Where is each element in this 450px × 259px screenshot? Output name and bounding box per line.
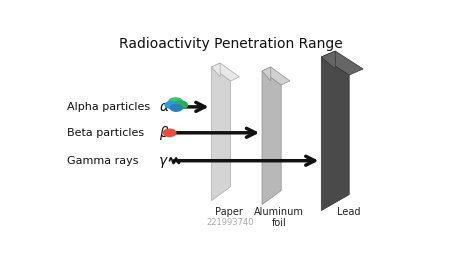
Text: Alpha particles: Alpha particles — [67, 102, 150, 112]
Polygon shape — [262, 67, 271, 81]
Polygon shape — [212, 67, 230, 200]
Text: Lead: Lead — [338, 207, 361, 217]
Circle shape — [170, 104, 182, 111]
Text: Aluminum
foil: Aluminum foil — [254, 207, 304, 228]
Polygon shape — [321, 51, 335, 69]
Polygon shape — [321, 57, 349, 211]
Text: Beta particles: Beta particles — [67, 128, 144, 138]
Circle shape — [169, 98, 183, 106]
Polygon shape — [262, 67, 290, 85]
Text: β: β — [159, 126, 168, 140]
Text: Paper: Paper — [215, 207, 243, 217]
Text: 221993740: 221993740 — [207, 218, 254, 227]
Polygon shape — [212, 63, 220, 77]
Polygon shape — [321, 51, 363, 75]
Text: Gamma rays: Gamma rays — [67, 156, 138, 166]
Text: γ: γ — [159, 154, 167, 168]
Circle shape — [163, 129, 176, 136]
Polygon shape — [262, 71, 281, 205]
Text: α: α — [159, 100, 168, 114]
Circle shape — [165, 102, 177, 108]
Polygon shape — [212, 63, 239, 81]
Text: Radioactivity Penetration Range: Radioactivity Penetration Range — [119, 37, 342, 51]
Circle shape — [173, 101, 187, 109]
